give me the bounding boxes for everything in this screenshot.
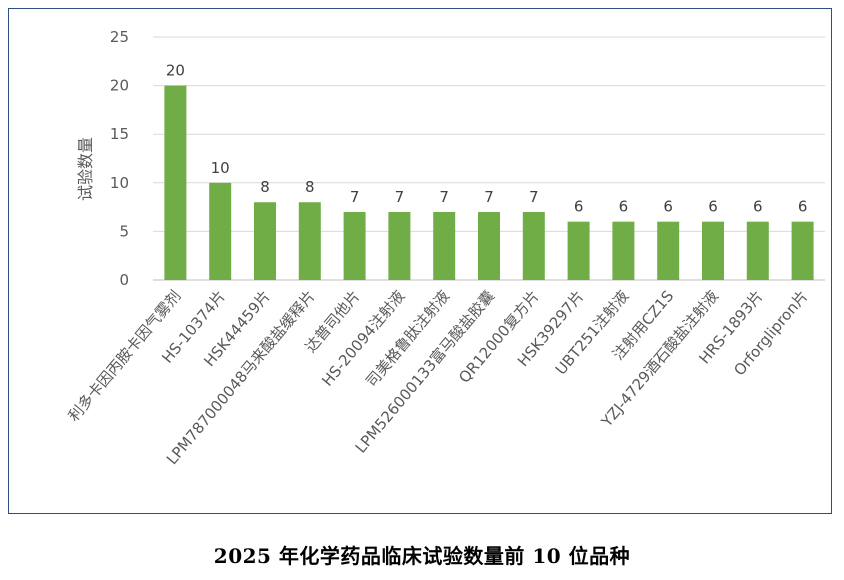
data-label: 6 <box>798 198 808 216</box>
data-label: 8 <box>305 178 315 196</box>
y-axis: 0 5 10 15 20 25 <box>110 28 129 289</box>
data-label: 6 <box>619 198 629 216</box>
bar <box>164 85 187 280</box>
y-tick-label: 15 <box>110 125 129 143</box>
bar <box>388 211 411 280</box>
chart-frame: 0 5 10 15 20 25 20 10 8 8 7 7 7 7 7 6 6 6 6 6 6 利多卡因丙胺卡因气雾剂… <box>8 8 832 514</box>
bar <box>791 221 814 280</box>
bar <box>478 211 500 280</box>
data-label: 20 <box>166 62 185 80</box>
data-label: 6 <box>708 198 718 216</box>
y-tick-label: 20 <box>110 77 129 95</box>
bar <box>254 202 276 280</box>
data-label: 6 <box>753 198 763 216</box>
category-label: HS-20094注射液 <box>318 287 408 390</box>
bar-chart: 0 5 10 15 20 25 20 10 8 8 7 7 7 7 7 6 6 6 6 6 6 利多卡因丙胺卡因气雾剂… <box>65 28 825 468</box>
y-tick-label: 25 <box>110 28 129 46</box>
bar <box>657 221 680 280</box>
category-labels: 利多卡因丙胺卡因气雾剂HS-10374片HSK44459片LPM78700004… <box>65 287 812 468</box>
bar <box>746 221 769 280</box>
data-labels: 20 10 8 8 7 7 7 7 7 6 6 6 6 6 6 <box>166 62 808 216</box>
data-label: 7 <box>439 188 449 206</box>
y-axis-label: 试验数量 <box>76 137 95 201</box>
y-tick-label: 10 <box>110 174 129 192</box>
data-label: 8 <box>260 178 270 196</box>
y-tick-label: 0 <box>119 271 129 289</box>
bar <box>433 211 456 280</box>
data-label: 7 <box>529 188 539 206</box>
data-label: 10 <box>211 159 230 177</box>
bars <box>164 85 814 280</box>
bar <box>567 221 590 280</box>
category-label: QR12000复方片 <box>455 287 543 387</box>
y-tick-label: 5 <box>119 222 129 240</box>
data-label: 7 <box>484 188 494 206</box>
bar <box>209 182 232 280</box>
data-label: 6 <box>574 198 584 216</box>
data-label: 7 <box>395 188 405 206</box>
bar <box>522 211 545 280</box>
bar <box>612 221 635 280</box>
data-label: 7 <box>350 188 360 206</box>
chart-title: 2025 年化学药品临床试验数量前 10 位品种 <box>213 544 631 568</box>
data-label: 6 <box>663 198 673 216</box>
bar <box>298 202 321 280</box>
bar <box>702 221 724 280</box>
bar <box>343 211 366 280</box>
